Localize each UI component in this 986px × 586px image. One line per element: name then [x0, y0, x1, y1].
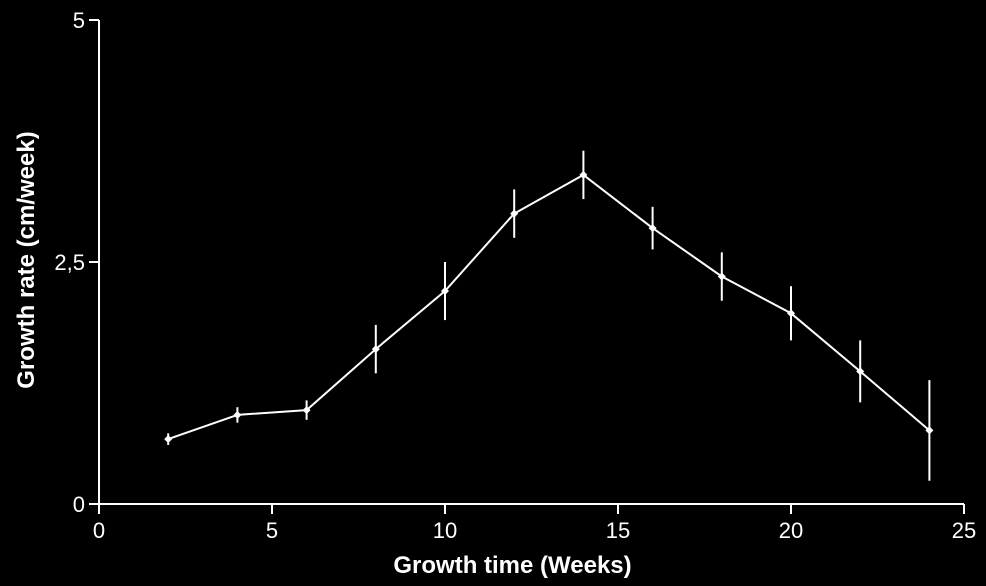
y-tick-label: 0 — [73, 492, 85, 517]
series-line — [167, 173, 931, 441]
data-point — [233, 410, 242, 419]
x-tick-label: 20 — [779, 518, 803, 543]
data-point — [787, 309, 795, 318]
x-axis-ticks: 0 5 10 15 20 25 — [93, 504, 976, 543]
data-point — [579, 170, 588, 179]
y-axis-ticks: 02,55 — [54, 8, 99, 517]
data-point — [717, 272, 726, 281]
x-tick-label: 10 — [433, 518, 457, 543]
data-point — [510, 209, 519, 218]
x-tick-label: 25 — [952, 518, 976, 543]
axes — [98, 20, 964, 505]
y-tick-label: 2,5 — [54, 250, 85, 275]
x-tick-label: 15 — [606, 518, 630, 543]
y-tick-label: 5 — [73, 8, 85, 33]
data-point — [648, 224, 657, 233]
plot-area — [164, 150, 934, 481]
data-point — [925, 426, 934, 435]
x-tick-label: 0 — [93, 518, 105, 543]
x-axis-title: Growth time (Weeks) — [393, 552, 631, 579]
data-point — [164, 435, 173, 444]
y-axis-title: Growth rate (cm/week) — [13, 131, 40, 388]
data-point — [371, 345, 380, 354]
data-point — [441, 287, 449, 296]
data-point — [302, 406, 311, 415]
x-tick-label: 5 — [266, 518, 278, 543]
data-point — [856, 367, 865, 376]
